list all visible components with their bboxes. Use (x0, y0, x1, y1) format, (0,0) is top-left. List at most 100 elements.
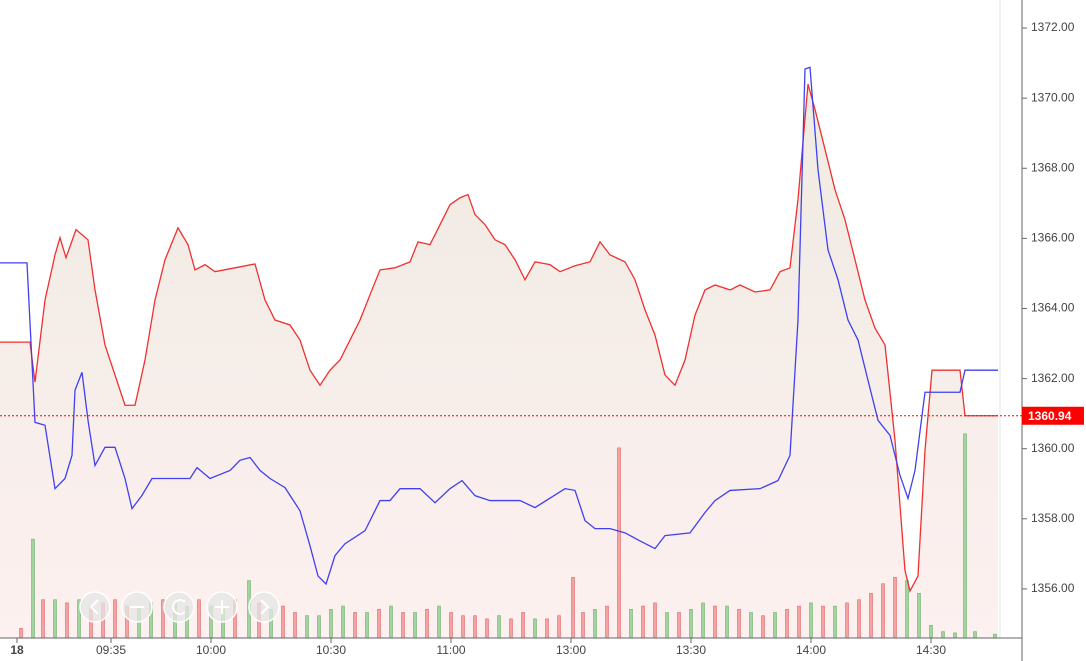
y-tick-label: 1362.00 (1031, 371, 1075, 385)
volume-bar (869, 593, 873, 639)
y-tick-label: 1368.00 (1031, 160, 1075, 174)
volume-bar (677, 612, 681, 639)
area-layer (0, 84, 998, 638)
volume-bar (473, 615, 477, 639)
volume-bar (641, 605, 645, 639)
x-tick-label: 14:00 (796, 643, 826, 657)
x-tick-label: 18 (10, 643, 24, 657)
volume-bar (773, 612, 777, 639)
volume-bar (509, 618, 513, 639)
last-price-box (1022, 406, 1084, 425)
volume-bar (917, 593, 921, 639)
x-tick-label: 10:30 (316, 643, 346, 657)
volume-bar (281, 605, 285, 639)
volume-bar (329, 608, 333, 639)
x-tick-label: 11:00 (436, 643, 465, 657)
volume-bar (353, 612, 357, 639)
y-tick-label: 1364.00 (1031, 301, 1075, 315)
volume-bar (581, 612, 585, 639)
price-line (0, 83, 998, 593)
volume-bar (689, 608, 693, 639)
volume-bar (749, 612, 753, 639)
volume-bar (881, 583, 885, 639)
volume-bar (953, 632, 957, 639)
volume-bar (521, 612, 525, 639)
volume-bar (929, 624, 933, 639)
x-tick-label: 09:35 (96, 643, 126, 657)
line-layer (0, 66, 998, 593)
volume-bar (973, 631, 977, 639)
scroll-right-button[interactable] (248, 591, 280, 623)
y-tick-label: 1358.00 (1031, 511, 1075, 525)
volume-bar (317, 615, 321, 639)
volume-bar (713, 605, 717, 639)
volume-bar (605, 605, 609, 639)
volume-bar (557, 615, 561, 639)
volume-bar (293, 612, 297, 639)
volume-bar (833, 605, 837, 639)
volume-bar (197, 599, 201, 639)
volume-bar (413, 612, 417, 639)
y-tick-label: 1356.00 (1031, 581, 1075, 595)
y-tick-label: 1370.00 (1031, 90, 1075, 104)
volume-bar (113, 599, 117, 639)
volume-bar (617, 447, 621, 639)
y-tick-label: 1360.00 (1031, 441, 1075, 455)
volume-bar (53, 599, 57, 639)
volume-bar (461, 615, 465, 639)
x-tick-label: 10:00 (196, 643, 226, 657)
volume-bar (737, 608, 741, 639)
volume-bar (533, 618, 537, 639)
volume-bar (665, 612, 669, 639)
x-tick-label: 14:30 (916, 643, 946, 657)
last-price-label: 1360.94 (1028, 409, 1072, 423)
volume-bar (963, 433, 967, 639)
scroll-left-button[interactable] (79, 591, 111, 623)
volume-bar (701, 602, 705, 639)
volume-bar (437, 605, 441, 639)
x-tick-label: 13:00 (556, 643, 586, 657)
volume-bar (365, 612, 369, 639)
volume-bar (377, 608, 381, 639)
zoom-out-button[interactable] (121, 591, 153, 623)
volume-bar (31, 538, 35, 639)
y-tick-label: 1372.00 (1031, 20, 1075, 34)
volume-bar (545, 618, 549, 639)
volume-bar (41, 599, 45, 639)
volume-bar (571, 577, 575, 639)
volume-bar (785, 608, 789, 639)
volume-bar (305, 615, 309, 639)
price-line (0, 66, 998, 586)
volume-bar (845, 602, 849, 639)
volume-bar (65, 602, 69, 639)
volume-bar (19, 628, 23, 639)
volume-bar (629, 608, 633, 639)
axis-layer: 1356.00 1358.00 1360.00 1362.00 1364.00 1366.… (0, 20, 1084, 657)
volume-bar (821, 605, 825, 639)
y-tick-label: 1366.00 (1031, 231, 1075, 245)
volume-bar (893, 577, 897, 639)
zoom-in-button[interactable] (206, 591, 238, 623)
navigation-buttons (79, 591, 280, 623)
volume-bar (341, 605, 345, 639)
volume-bar (485, 618, 489, 639)
volume-bar (993, 633, 997, 639)
volume-bar (401, 612, 405, 639)
volume-bar (425, 608, 429, 639)
volume-bar (941, 631, 945, 639)
volume-bar (761, 615, 765, 639)
x-tick-label: 13:30 (676, 643, 706, 657)
volume-bar (857, 599, 861, 639)
volume-bar (905, 580, 909, 639)
reset-button[interactable] (163, 591, 195, 623)
volume-bar (653, 602, 657, 639)
volume-bar (797, 605, 801, 639)
volume-bar (449, 612, 453, 639)
volume-bar (593, 608, 597, 639)
volume-bar (809, 602, 813, 639)
price-area (0, 84, 998, 638)
volume-bar (725, 605, 729, 639)
volume-bar (497, 615, 501, 639)
volume-bar (389, 605, 393, 639)
